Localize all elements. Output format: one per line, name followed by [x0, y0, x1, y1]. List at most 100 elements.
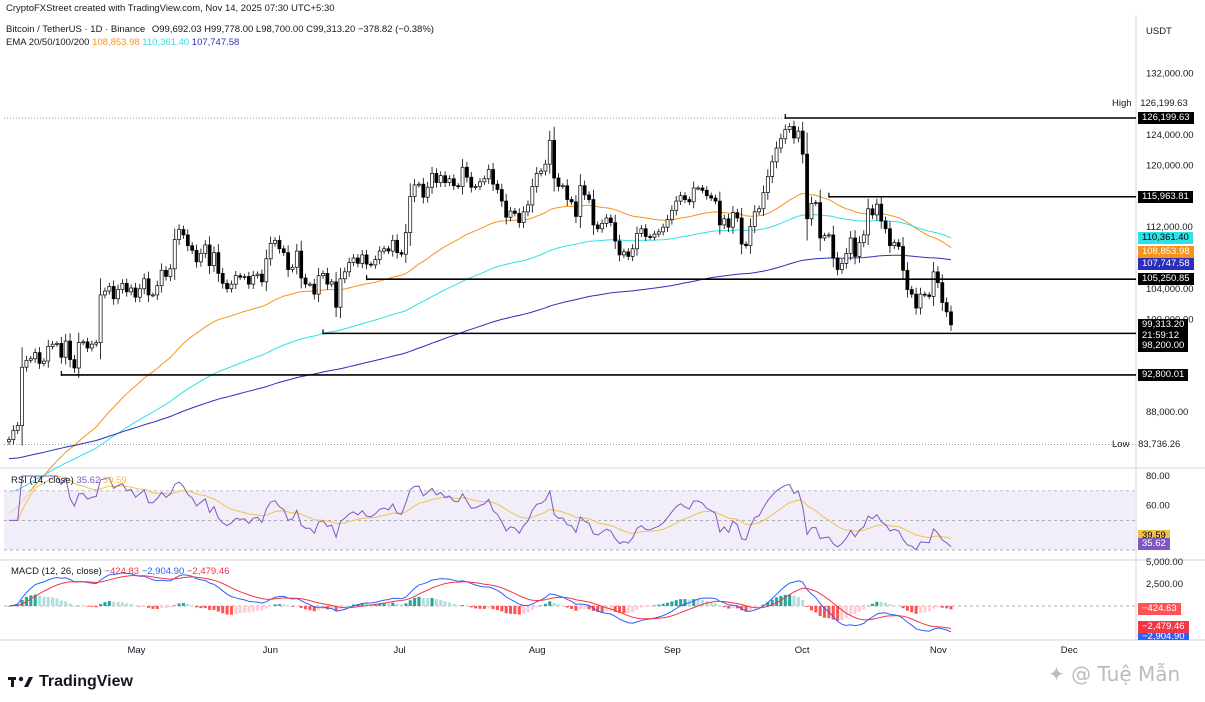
- candle: [364, 254, 369, 265]
- candle: [308, 283, 312, 286]
- rsi-ma-line: [9, 475, 952, 540]
- macd-histogram-bar: [857, 606, 861, 612]
- macd-histogram-bar: [587, 606, 591, 610]
- candle: [11, 429, 16, 440]
- macd-histogram-bar: [317, 606, 321, 611]
- macd-histogram-bar: [487, 606, 491, 609]
- macd-histogram-bar: [68, 603, 72, 606]
- high-label: High 126,199.63: [1112, 98, 1188, 109]
- macd-histogram-bar: [770, 599, 774, 606]
- candle: [879, 203, 884, 222]
- macd-histogram-bar: [430, 597, 434, 606]
- candle: [412, 184, 417, 197]
- ema-legend[interactable]: EMA 20/50/100/200 108,853.98 110,361.40 …: [6, 37, 239, 48]
- macd-histogram-bar: [395, 603, 399, 606]
- candle: [944, 302, 949, 313]
- macd-histogram-bar: [692, 599, 696, 606]
- macd-histogram-bar: [365, 603, 369, 606]
- candle: [726, 218, 731, 228]
- candle: [587, 194, 591, 200]
- last-price-value: 99,313.20: [1142, 318, 1185, 330]
- candle: [844, 253, 849, 264]
- candle: [835, 257, 840, 270]
- macd-histogram-bar: [256, 606, 260, 611]
- tradingview-logo-icon: [8, 676, 33, 687]
- candle: [805, 153, 809, 220]
- macd-histogram-bar: [264, 606, 268, 609]
- symbol-legend[interactable]: Bitcoin / TetherUS · 1D · Binance O99,69…: [6, 24, 434, 35]
- candle: [857, 242, 862, 257]
- macd-histogram-bar: [304, 606, 308, 610]
- candle: [744, 243, 748, 247]
- candle: [648, 236, 652, 238]
- candle: [76, 342, 81, 369]
- candle: [369, 263, 373, 266]
- macd-histogram-bar: [818, 606, 822, 617]
- macd-histogram-bar: [796, 596, 800, 606]
- rsi-line: [9, 475, 952, 551]
- ema200-line: [8, 254, 952, 460]
- ema100-line: [8, 214, 952, 493]
- candle: [425, 186, 430, 198]
- price-tag-105250: 105,250.85: [1138, 273, 1194, 286]
- macd-histogram-bar: [744, 606, 748, 612]
- candle: [595, 224, 600, 230]
- candle: [617, 240, 622, 256]
- macd-legend[interactable]: MACD (12, 26, close) −424.83 −2,904.90 −…: [11, 566, 229, 577]
- time-axis-label: Oct: [795, 645, 810, 656]
- macd-histogram-bar: [417, 596, 421, 606]
- tradingview-logo-text: TradingView: [39, 673, 133, 690]
- macd-histogram-bar: [151, 606, 155, 609]
- symbol-title: Bitcoin / TetherUS · 1D · Binance: [6, 24, 146, 35]
- candle: [639, 228, 644, 234]
- candle: [735, 212, 740, 219]
- candle: [809, 203, 814, 220]
- candle: [386, 248, 391, 252]
- macd-histogram-bar: [59, 600, 63, 606]
- candle: [216, 252, 221, 274]
- candle: [155, 285, 160, 296]
- macd-histogram-bar: [766, 602, 770, 606]
- macd-histogram-bar: [299, 606, 303, 608]
- rsi-axis-tick: 60.00: [1146, 501, 1170, 512]
- candle: [670, 209, 674, 220]
- candle: [652, 233, 657, 238]
- candle: [643, 228, 648, 237]
- rsi-legend[interactable]: RSI (14, close) 35.62 39.59: [11, 475, 127, 486]
- macd-histogram-bar: [932, 606, 936, 609]
- macd-histogram-bar: [831, 606, 835, 620]
- candle: [901, 246, 905, 271]
- macd-histogram-bar: [99, 604, 103, 606]
- macd-histogram-bar: [352, 604, 356, 606]
- candle: [696, 187, 700, 190]
- time-axis-label: Nov: [930, 645, 947, 656]
- macd-histogram-bar: [574, 606, 578, 611]
- price-axis-tick: 104,000.00: [1146, 284, 1194, 295]
- candle: [146, 278, 151, 296]
- tradingview-logo[interactable]: TradingView: [8, 673, 133, 691]
- bar-countdown: 21:59:12: [1142, 329, 1179, 341]
- candle: [713, 197, 718, 202]
- candle: [417, 183, 421, 186]
- macd-histogram-bar: [661, 603, 665, 606]
- candle: [303, 277, 308, 285]
- macd-histogram-bar: [631, 606, 635, 612]
- candle: [569, 199, 574, 203]
- macd-histogram-bar: [670, 601, 674, 606]
- low-label-text: Low: [1112, 438, 1130, 450]
- macd-histogram-bar: [504, 606, 508, 614]
- macd-histogram-bar: [870, 603, 875, 606]
- candle: [59, 343, 64, 358]
- candle: [403, 232, 408, 255]
- candle: [495, 183, 500, 190]
- candle: [861, 234, 866, 243]
- macd-histogram-bar: [779, 595, 783, 606]
- candle: [534, 173, 539, 187]
- candle: [373, 259, 378, 266]
- macd-value: −2,904.90: [141, 566, 185, 577]
- candle: [626, 251, 631, 257]
- macd-histogram-bar: [321, 606, 325, 610]
- macd-histogram-bar: [421, 597, 425, 606]
- macd-histogram-bar: [81, 605, 85, 607]
